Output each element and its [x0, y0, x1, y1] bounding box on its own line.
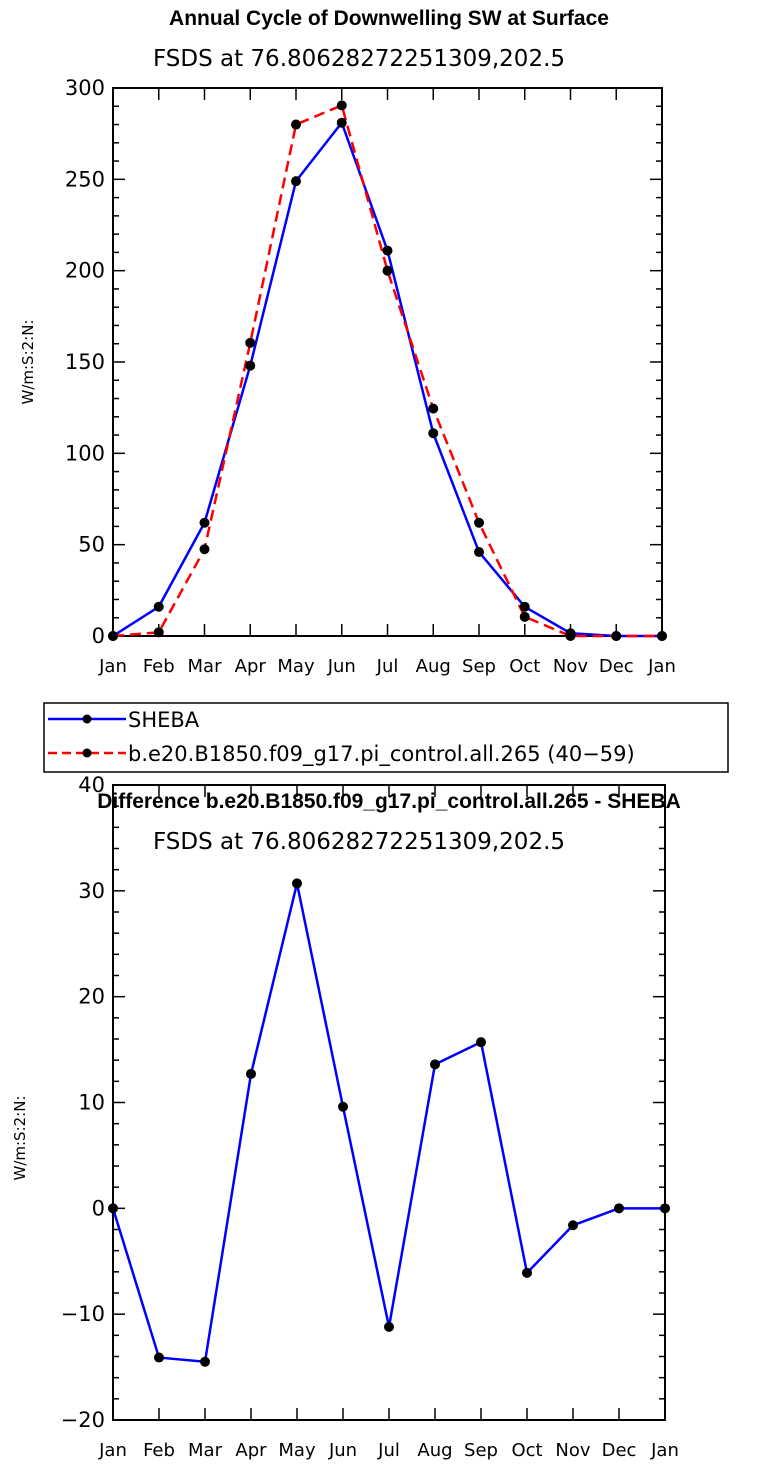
- chart-1-legend: SHEBA b.e20.B1850.f09_g17.pi_control.all…: [43, 702, 729, 773]
- chart-1-xtick-label: Jun: [327, 656, 356, 677]
- chart-1-series-1-point: [153, 627, 164, 638]
- chart-1-ytick-label: 100: [65, 441, 105, 465]
- chart-1-ylabel: W/m:S:2:N:: [19, 320, 37, 405]
- chart-2-xtick-label: Apr: [235, 1440, 267, 1461]
- chart-1-subtitle: FSDS at 76.80628272251309,202.5: [153, 46, 565, 72]
- chart-2-series-0-point: [476, 1037, 486, 1048]
- chart-2-series-0-point: [246, 1068, 256, 1079]
- chart-1-plot-area: 0 50 100 150 200 250 300 Jan Feb Mar Apr May Jun Jul A…: [65, 76, 676, 677]
- chart-2-ytick-label: 30: [78, 879, 105, 903]
- chart-2-xtick-label: Jan: [650, 1440, 679, 1461]
- chart-1-ytick-label: 150: [65, 350, 105, 374]
- chart-1-series-1-point: [336, 100, 347, 111]
- legend-marker-model: [82, 748, 92, 758]
- chart-2-series-0-point: [154, 1352, 164, 1363]
- legend-label-model: b.e20.B1850.f09_g17.pi_control.all.265 (…: [128, 742, 635, 767]
- chart-1-series-0-point: [199, 517, 210, 528]
- chart-1-series-1-point: [428, 403, 439, 414]
- chart-2-ytick-label: 20: [78, 985, 105, 1009]
- chart-2-series-0-point: [568, 1220, 578, 1231]
- chart-2-ytick-label: 10: [78, 1091, 105, 1115]
- chart-1-series-1-point: [474, 517, 484, 528]
- chart-2-series-0-point: [292, 878, 302, 889]
- chart-2-ytick-label: 40: [78, 773, 105, 797]
- chart-2-xtick-label: Oct: [511, 1440, 542, 1461]
- chart-1-series-1-point: [657, 631, 667, 641]
- chart-2-subtitle: FSDS at 76.80628272251309,202.5: [153, 829, 565, 855]
- chart-2-series-0-point: [108, 1203, 118, 1214]
- chart-2-xtick-label: Feb: [143, 1440, 175, 1461]
- chart-2-ytick-label: −10: [61, 1302, 105, 1326]
- chart-1-xtick-label: Nov: [553, 656, 588, 677]
- chart-1-series-1-point: [199, 544, 210, 555]
- chart-1-xtick-label: Sep: [462, 656, 496, 677]
- chart-2-series-0-point: [522, 1267, 532, 1278]
- chart-1-xtick-label: Jan: [647, 656, 676, 677]
- chart-1-series-0-point: [428, 428, 439, 439]
- chart-1-series-0-point: [474, 546, 484, 557]
- chart-1-series-1-point: [519, 611, 530, 622]
- chart-2-series-0-point: [338, 1101, 348, 1112]
- chart-2-xtick-label: Sep: [464, 1440, 498, 1461]
- chart-2-ytick-label: −20: [61, 1408, 105, 1432]
- chart-2-series-0-point: [614, 1203, 624, 1214]
- chart-1-series-1-point: [245, 337, 256, 348]
- chart-1-xtick-label: Oct: [509, 656, 540, 677]
- legend-marker-sheba: [82, 714, 92, 724]
- chart-1-xtick-label: Mar: [188, 656, 223, 677]
- chart-2-series-0-point: [430, 1059, 440, 1070]
- chart-1-series-1-point: [291, 119, 301, 130]
- chart-1-xtick-label: Dec: [599, 656, 634, 677]
- chart-2-series-0-point: [200, 1356, 210, 1367]
- chart-1-series-0-point: [245, 360, 256, 371]
- chart-1-xtick-label: Apr: [235, 656, 267, 677]
- chart-2-xtick-label: Aug: [417, 1440, 452, 1461]
- chart-1-ytick-label: 200: [65, 259, 105, 283]
- chart-1-series-1-point: [108, 631, 118, 641]
- chart-2-series-0-point: [384, 1321, 394, 1332]
- chart-1-ytick-label: 300: [65, 76, 105, 100]
- chart-1-ytick-label: 50: [78, 533, 105, 557]
- chart-1-series-1-line: [112, 104, 662, 638]
- chart-1-series-0-point: [382, 245, 393, 256]
- chart-1-xtick-label: May: [277, 656, 315, 677]
- chart-2-plot-area: −20 −10 0 10 20 30 40 Jan Feb Mar Apr May Jun Jul Aug S…: [61, 773, 679, 1461]
- chart-2-ylabel: W/m:S:2:N:: [11, 1096, 29, 1181]
- chart-2-xtick-label: Dec: [602, 1440, 637, 1461]
- legend-label-sheba: SHEBA: [128, 708, 200, 732]
- chart-2-xtick-label: Jul: [377, 1440, 400, 1461]
- chart-1-xtick-label: Jul: [376, 656, 399, 677]
- chart-1-series-0-line: [112, 121, 662, 638]
- chart-2-xtick-label: Mar: [188, 1440, 223, 1461]
- chart-2-xtick-label: Jun: [328, 1440, 357, 1461]
- chart-1-ytick-label: 250: [65, 167, 105, 191]
- chart-1-xtick-label: Aug: [416, 656, 451, 677]
- chart-1-series-1-point: [611, 631, 622, 641]
- chart-2-xtick-label: Nov: [555, 1440, 590, 1461]
- chart-2-xtick-label: Jan: [98, 1440, 127, 1461]
- chart-1-ytick-label: 0: [92, 624, 105, 648]
- chart-1-series-0-point: [519, 601, 530, 612]
- chart-2-xtick-label: May: [278, 1440, 316, 1461]
- chart-1-title: Annual Cycle of Downwelling SW at Surfac…: [169, 7, 609, 30]
- chart-1-series-0-point: [153, 601, 164, 612]
- chart-2-title: Difference b.e20.B1850.f09_g17.pi_contro…: [97, 790, 681, 813]
- chart-1-xtick-label: Jan: [98, 656, 127, 677]
- chart-1-frame: [112, 87, 663, 637]
- chart-1-series-0-point: [336, 117, 347, 128]
- chart-1-xtick-label: Feb: [143, 656, 175, 677]
- chart-2-ytick-label: 0: [92, 1196, 105, 1220]
- chart-2-series-0-line: [111, 882, 665, 1364]
- chart-1-series-1-point: [382, 265, 393, 276]
- chart-2-series-0-point: [660, 1203, 670, 1214]
- chart-1-series-1-point: [565, 631, 576, 641]
- chart-1-series-0-point: [291, 176, 301, 187]
